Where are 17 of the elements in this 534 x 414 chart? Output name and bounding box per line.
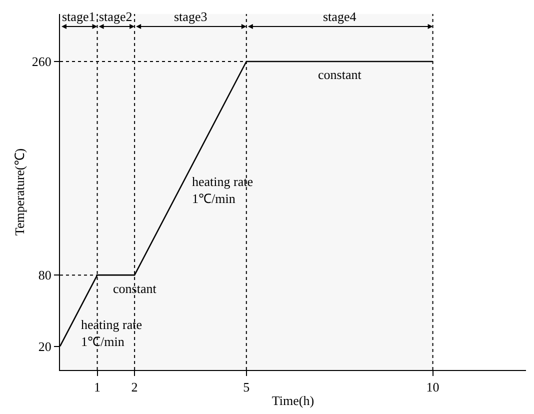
band-label: stage2 bbox=[99, 9, 132, 24]
band-label: stage4 bbox=[323, 9, 357, 24]
x-tick-label: 10 bbox=[426, 380, 440, 395]
annotation: constant bbox=[318, 67, 362, 82]
band-label: stage1 bbox=[62, 9, 96, 24]
annotation: heating rate 1℃/min bbox=[81, 317, 142, 349]
annotation: heating rate 1℃/min bbox=[192, 174, 254, 206]
band-label: stage3 bbox=[174, 9, 208, 24]
y-tick-label: 260 bbox=[32, 54, 52, 70]
x-tick-label: 1 bbox=[94, 380, 101, 395]
x-axis-title: Time(h) bbox=[272, 393, 314, 408]
x-tick-label: 2 bbox=[131, 380, 138, 395]
annotation: constant bbox=[113, 281, 157, 296]
y-tick-label: 20 bbox=[38, 338, 52, 354]
y-axis-title: Temperature(℃) bbox=[12, 148, 27, 236]
x-tick-label: 5 bbox=[243, 380, 250, 395]
y-tick-label: 80 bbox=[38, 268, 52, 283]
